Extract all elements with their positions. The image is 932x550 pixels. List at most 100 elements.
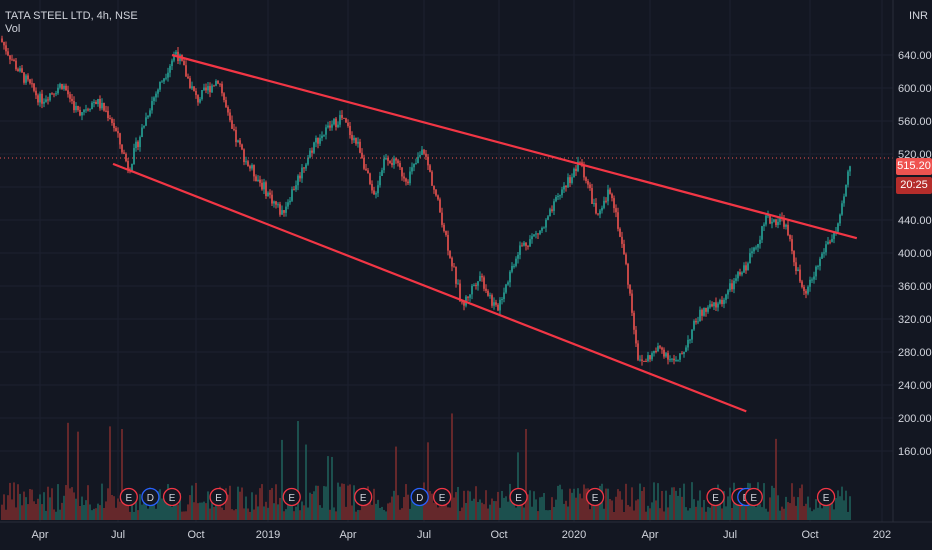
volume-bar (617, 489, 619, 520)
candle-body (307, 157, 309, 165)
volume-bar (5, 509, 7, 520)
volume-bar (133, 511, 135, 520)
symbol-title[interactable]: TATA STEEL LTD, 4h, NSE (5, 10, 138, 22)
volume-bar (577, 488, 579, 520)
volume-bar (205, 503, 207, 520)
volume-bar (763, 483, 765, 520)
candle-body (577, 161, 579, 172)
volume-bar (105, 501, 107, 520)
volume-bar (751, 497, 753, 520)
volume-bar (163, 498, 165, 520)
candle-body (649, 355, 651, 360)
volume-bar (269, 489, 271, 520)
event-markers[interactable]: EDEEEEDEEEEEDEE (119, 487, 836, 507)
candle-body (575, 168, 577, 172)
volume-bar (641, 491, 643, 520)
candle-body (541, 227, 543, 231)
volume-bar (111, 494, 113, 520)
candle-body (341, 115, 343, 118)
candle-body (251, 165, 253, 169)
candle-body (783, 218, 785, 227)
volume-bar (63, 495, 65, 520)
trendlines[interactable] (112, 53, 858, 413)
volume-bar (315, 485, 317, 520)
volume-bar (711, 500, 713, 520)
candle-body (419, 154, 421, 157)
candle-body (293, 189, 295, 191)
volume-bar (83, 505, 85, 520)
volume-bar (285, 509, 287, 520)
candle-body (447, 234, 449, 251)
candle-body (817, 266, 819, 268)
candle-body (241, 144, 243, 150)
candle-body (681, 353, 683, 355)
volume-bar (585, 488, 587, 520)
candle-body (175, 51, 177, 55)
candle-body (91, 102, 93, 110)
volume-bar (13, 482, 15, 520)
volume-bar (839, 496, 841, 520)
candle-body (627, 263, 629, 285)
volume-bar (233, 510, 235, 520)
candle-body (265, 182, 267, 197)
volume-bar (161, 498, 163, 520)
volume-bar (455, 492, 457, 520)
event-marker-label: E (439, 493, 446, 504)
volume-bar (461, 507, 463, 520)
volume-bar (535, 499, 537, 520)
volume-bar (395, 446, 397, 520)
candle-body (143, 125, 145, 128)
volume-bar (483, 504, 485, 520)
volume-bar (333, 507, 335, 520)
earnings-marker (354, 487, 373, 507)
candle-body (655, 351, 657, 353)
candle-body (37, 95, 39, 103)
candle-body (69, 94, 71, 99)
candle-body (705, 307, 707, 312)
candle-body (87, 109, 89, 111)
candle-body (489, 295, 491, 297)
volume-bar (537, 511, 539, 520)
candle-body (527, 245, 529, 247)
candle-body (137, 141, 139, 148)
volume-bar (9, 482, 11, 520)
candle-body (533, 234, 535, 237)
candle-body (767, 215, 769, 217)
volume-bar (183, 511, 185, 520)
volume-bar (99, 505, 101, 520)
candle-body (785, 224, 787, 227)
candle-body (173, 54, 175, 61)
event-marker-label: E (823, 493, 830, 504)
candle-body (815, 266, 817, 277)
candle-body (497, 304, 499, 311)
candle-body (725, 294, 727, 300)
volume-bar (321, 507, 323, 520)
volume-bar (127, 497, 129, 520)
candle-body (275, 201, 277, 205)
candle-body (15, 60, 17, 70)
volume-bar (567, 506, 569, 520)
candle-body (727, 290, 729, 295)
volume-bar (809, 507, 811, 520)
candle-body (63, 85, 65, 89)
volume-indicator-label[interactable]: Vol (5, 23, 21, 35)
volume-bar (493, 501, 495, 520)
volume-bar (115, 507, 117, 520)
candle-body (737, 272, 739, 279)
volume-bar (665, 490, 667, 520)
candle-body (619, 228, 621, 237)
event-marker-label: E (712, 493, 719, 504)
candle-body (703, 307, 705, 316)
volume-bar (329, 509, 331, 520)
time-axis[interactable]: Apr Jul Oct 2019 Apr Jul Oct 2020 Apr Jul Oct 202 (31, 529, 891, 541)
candle-body (195, 90, 197, 96)
price-axis[interactable]: 640.00600.00560.00520.00480.00440.00400.… (898, 50, 932, 458)
volume-bar (87, 485, 89, 520)
volume-bar (43, 492, 45, 520)
candle-body (749, 253, 751, 264)
volume-bar (441, 500, 443, 520)
candle-body (207, 86, 209, 91)
candle-body (481, 276, 483, 278)
candle-body (755, 247, 757, 249)
